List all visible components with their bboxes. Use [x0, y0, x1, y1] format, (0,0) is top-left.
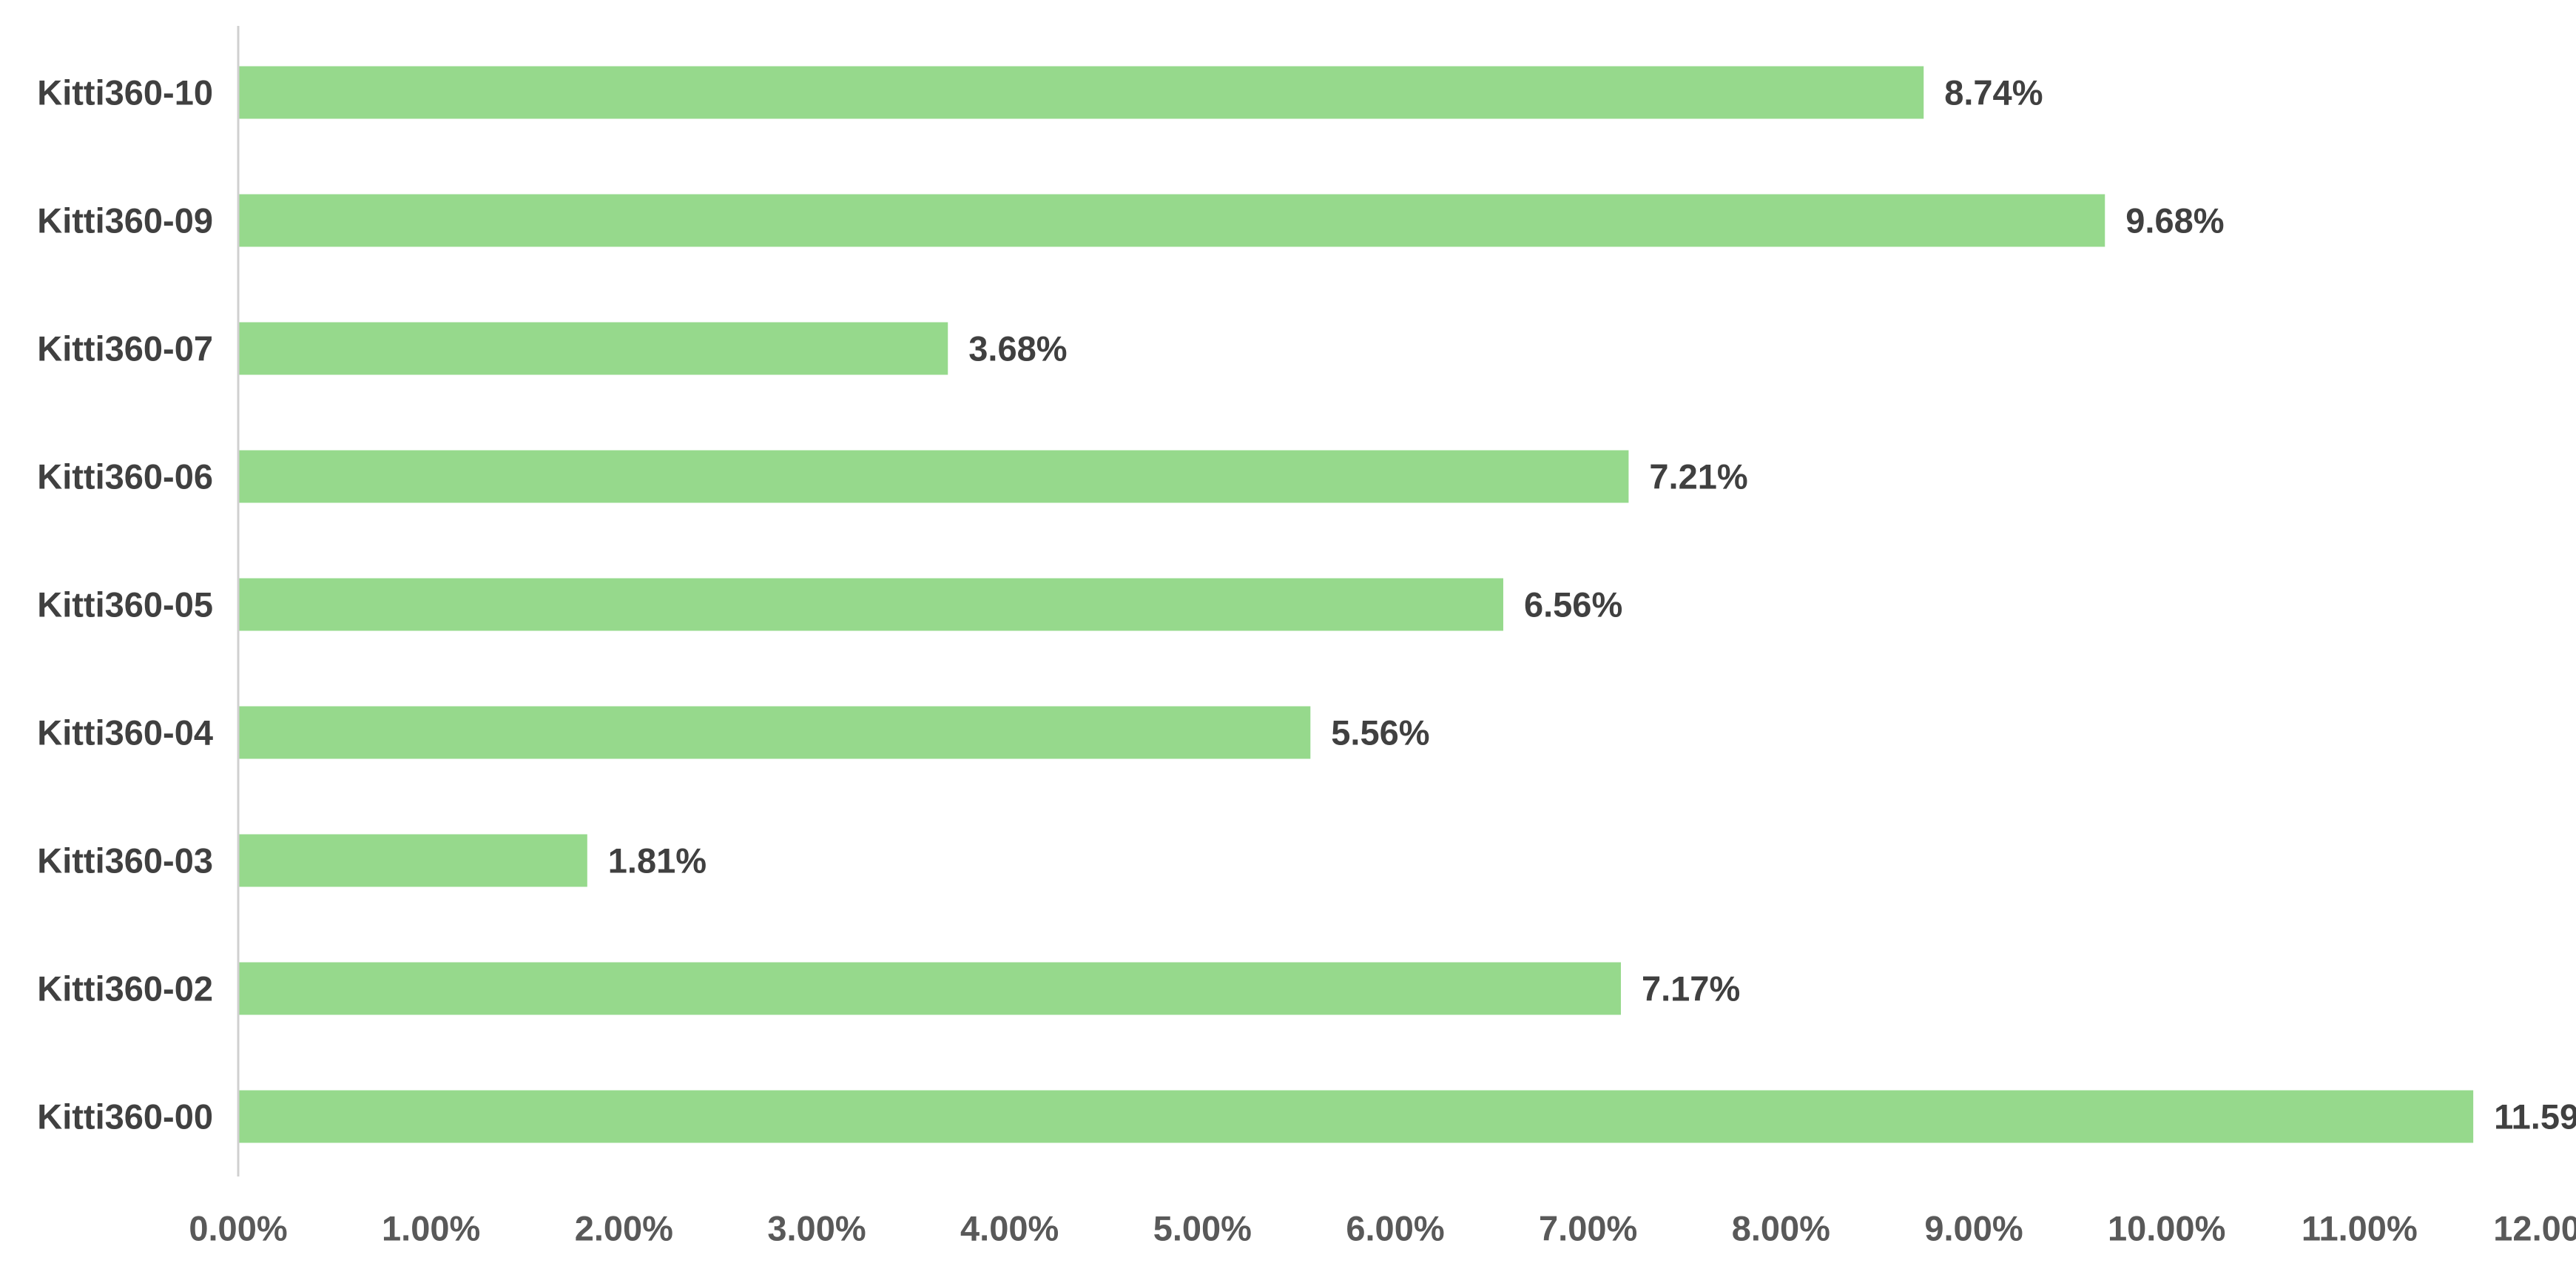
data-label: 3.68% — [968, 329, 1067, 368]
bars-layer — [238, 66, 2474, 1143]
data-label: 11.59% — [2494, 1097, 2576, 1137]
category-label: Kitti360-00 — [37, 1097, 213, 1137]
x-tick-label: 12.00% — [2493, 1209, 2576, 1248]
bar-kitti360-09 — [238, 194, 2105, 247]
x-tick-label: 1.00% — [382, 1209, 480, 1248]
bar-kitti360-04 — [238, 706, 1311, 759]
bar-kitti360-07 — [238, 322, 948, 375]
category-label: Kitti360-05 — [37, 585, 213, 625]
bar-kitti360-05 — [238, 578, 1503, 631]
bar-kitti360-06 — [238, 450, 1629, 503]
category-label: Kitti360-03 — [37, 841, 213, 881]
x-tick-label: 5.00% — [1153, 1209, 1252, 1248]
labels-layer: Kitti360-10 8.74% Kitti360-09 9.68% Kitti360… — [37, 73, 2576, 1248]
category-label: Kitti360-10 — [37, 73, 213, 112]
bar-kitti360-03 — [238, 834, 587, 887]
category-label: Kitti360-02 — [37, 969, 213, 1009]
data-label: 7.21% — [1649, 457, 1747, 496]
category-label: Kitti360-09 — [37, 201, 213, 240]
bar-kitti360-00 — [238, 1090, 2474, 1143]
x-tick-label: 0.00% — [189, 1209, 287, 1248]
category-label: Kitti360-06 — [37, 457, 213, 496]
data-label: 1.81% — [608, 841, 707, 881]
bar-kitti360-02 — [238, 962, 1621, 1015]
bar-kitti360-10 — [238, 66, 1924, 119]
data-label: 9.68% — [2125, 201, 2224, 240]
data-label: 6.56% — [1524, 585, 1622, 625]
x-tick-label: 11.00% — [2302, 1209, 2418, 1248]
data-label: 7.17% — [1642, 969, 1740, 1009]
x-tick-label: 8.00% — [1732, 1209, 1830, 1248]
category-label: Kitti360-04 — [37, 713, 213, 753]
data-label: 8.74% — [1944, 73, 2043, 112]
data-label: 5.56% — [1331, 713, 1429, 753]
x-tick-label: 3.00% — [767, 1209, 866, 1248]
x-tick-label: 2.00% — [575, 1209, 673, 1248]
x-tick-label: 10.00% — [2108, 1209, 2225, 1248]
x-tick-label: 6.00% — [1346, 1209, 1444, 1248]
x-tick-label: 9.00% — [1924, 1209, 2023, 1248]
x-tick-label: 7.00% — [1539, 1209, 1637, 1248]
category-label: Kitti360-07 — [37, 329, 213, 368]
x-tick-label: 4.00% — [960, 1209, 1059, 1248]
